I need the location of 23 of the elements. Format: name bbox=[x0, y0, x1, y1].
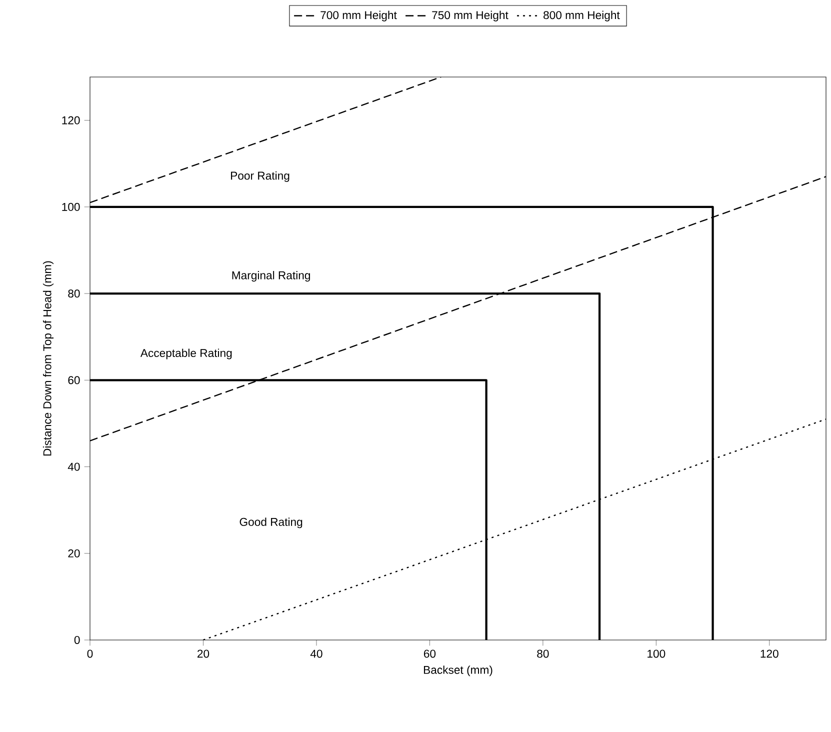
x-tick-label: 100 bbox=[648, 650, 666, 658]
y-tick-label: 80 bbox=[68, 290, 80, 298]
x-tick-label: 20 bbox=[197, 650, 210, 658]
annotation: Acceptable Rating bbox=[140, 348, 232, 360]
y-tick-label: 120 bbox=[62, 116, 80, 124]
x-tick-label: 40 bbox=[310, 650, 322, 658]
annotation: Marginal Rating bbox=[232, 271, 310, 282]
x-axis-title: Backset (mm) bbox=[424, 666, 492, 676]
annotation: Good Rating bbox=[240, 518, 302, 528]
x-tick-label: 60 bbox=[424, 650, 436, 658]
y-tick-label: 100 bbox=[62, 202, 80, 211]
annotation: Poor Rating bbox=[231, 171, 290, 182]
x-tick-label: 120 bbox=[760, 650, 778, 658]
x-tick-label: 80 bbox=[537, 650, 549, 658]
y-tick-label: 60 bbox=[68, 376, 80, 384]
legend-label: 750 mm Height bbox=[432, 10, 508, 22]
y-axis-title: Distance Down from Top of Head (mm) bbox=[42, 261, 54, 456]
legend-label: 800 mm Height bbox=[544, 10, 620, 22]
y-tick-label: 40 bbox=[68, 462, 80, 471]
y-tick-label: 0 bbox=[74, 636, 80, 644]
x-tick-label: 0 bbox=[87, 650, 93, 658]
y-tick-label: 20 bbox=[68, 549, 80, 558]
legend-label: 700 mm Height bbox=[320, 10, 397, 22]
